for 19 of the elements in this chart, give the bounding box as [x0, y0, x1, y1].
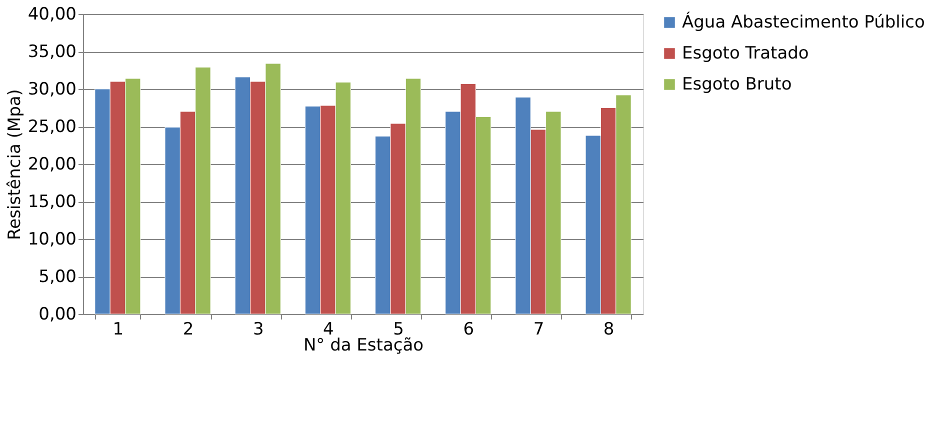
x-tick-label: 2 [182, 320, 194, 340]
y-tick-label: 30,00 [28, 80, 76, 100]
legend-label: Esgoto Bruto [682, 74, 792, 94]
x-tick-label: 7 [533, 320, 544, 340]
legend-label: Água Abastecimento Público [682, 12, 925, 32]
y-tick-label: 0,00 [38, 304, 76, 324]
y-axis-title: Resistência (Mpa) [4, 89, 25, 240]
y-tick-label: 35,00 [28, 42, 76, 62]
x-tick-label: 6 [463, 320, 474, 340]
y-tick-label: 20,00 [28, 154, 76, 174]
y-tick-label: 10,00 [28, 230, 76, 250]
x-tick-label: 1 [112, 320, 124, 340]
y-tick-label: 25,00 [28, 117, 76, 137]
x-tick-label: 3 [252, 320, 264, 340]
y-tick-label: 15,00 [28, 192, 76, 212]
y-tick-label: 40,00 [28, 4, 76, 24]
y-tick-label: 5,00 [38, 267, 76, 287]
legend-label: Esgoto Tratado [682, 44, 809, 64]
x-tick-label: 8 [603, 320, 614, 340]
